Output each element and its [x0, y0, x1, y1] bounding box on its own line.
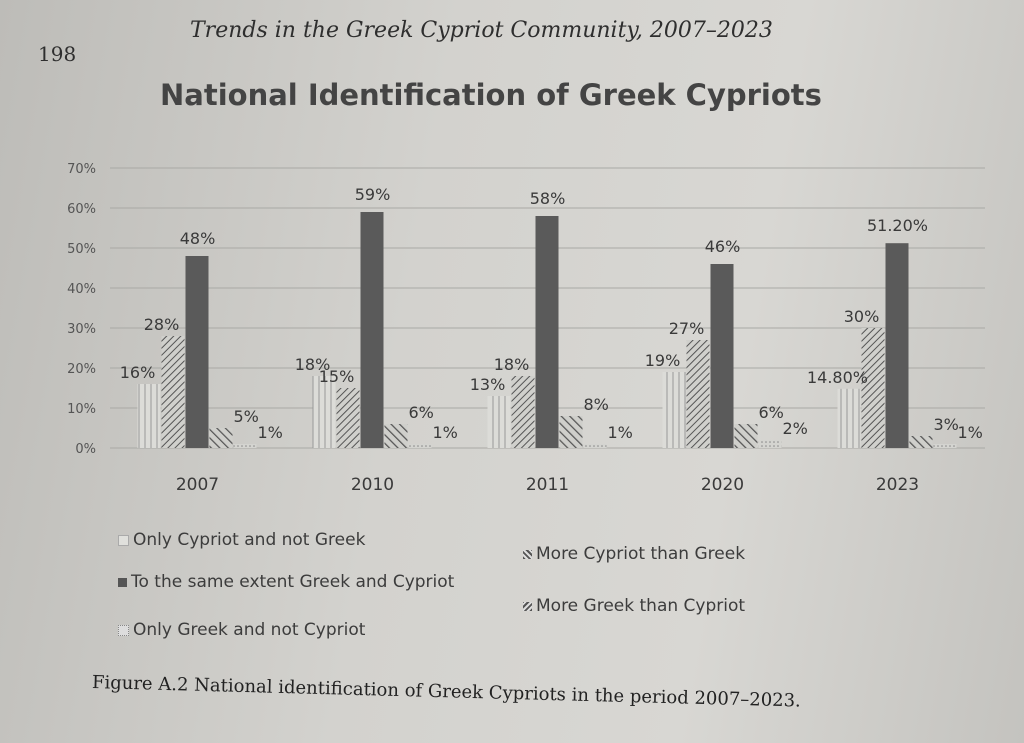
data-label: 1%: [608, 423, 633, 442]
data-label: 13%: [470, 375, 506, 394]
data-label: 48%: [180, 229, 216, 248]
x-tick-label: 2011: [526, 475, 569, 495]
data-label: 6%: [409, 403, 434, 422]
bar-solid-dark: [710, 264, 734, 448]
data-label: 3%: [934, 415, 959, 434]
bar-wide-hatch: [559, 416, 583, 448]
data-label: 18%: [494, 355, 530, 374]
legend-swatch: [118, 624, 129, 636]
data-label: 8%: [584, 395, 609, 414]
running-header: Trends in the Greek Cypriot Community, 2…: [190, 18, 773, 43]
legend-label: Only Cypriot and not Greek: [133, 530, 366, 550]
y-tick-label: 30%: [67, 322, 96, 337]
bar-diagonal-hatch: [161, 336, 185, 448]
y-tick-label: 50%: [67, 242, 96, 257]
legend-item: Only Cypriot and not Greek: [118, 530, 365, 550]
y-tick-label: 60%: [67, 202, 96, 217]
bar-diagonal-hatch: [336, 388, 360, 448]
bar-light-dots: [758, 440, 782, 448]
bar-light-dots: [408, 444, 432, 448]
bar-wide-hatch: [734, 424, 758, 448]
bar-wide-hatch: [209, 428, 233, 448]
legend-label: To the same extent Greek and Cypriot: [131, 572, 455, 592]
data-label: 14.80%: [807, 368, 868, 387]
y-tick-label: 10%: [67, 402, 96, 417]
bar-diagonal-hatch: [511, 376, 535, 448]
data-label: 18%: [295, 355, 331, 374]
y-tick-label: 20%: [67, 362, 96, 377]
bar-wide-hatch: [909, 436, 933, 448]
bar-solid-dark: [360, 212, 384, 448]
legend-label: More Greek than Cypriot: [536, 596, 746, 616]
legend-swatch: [118, 577, 127, 587]
data-label: 28%: [144, 315, 180, 334]
data-label: 2%: [783, 419, 808, 438]
legend-item: More Cypriot than Greek: [523, 544, 745, 564]
bar-vertical-lines: [837, 388, 861, 448]
bar-diagonal-hatch: [686, 340, 710, 448]
data-label: 27%: [669, 319, 705, 338]
bar-wide-hatch: [384, 424, 408, 448]
x-tick-label: 2010: [351, 475, 394, 495]
bar-solid-dark: [185, 256, 209, 448]
data-label: 15%: [319, 367, 355, 386]
bar-light-dots: [583, 444, 607, 448]
y-tick-label: 40%: [67, 282, 96, 297]
page-number: 198: [38, 42, 77, 66]
y-tick-label: 70%: [67, 162, 96, 177]
bar-light-dots: [233, 444, 257, 448]
bar-vertical-lines: [137, 384, 161, 448]
bar-vertical-lines: [662, 372, 686, 448]
data-label: 6%: [759, 403, 784, 422]
data-label: 1%: [433, 423, 458, 442]
legend-label: More Cypriot than Greek: [536, 544, 746, 564]
data-label: 16%: [120, 363, 156, 382]
legend-item: To the same extent Greek and Cypriot: [118, 572, 454, 592]
data-label: 51.20%: [867, 216, 928, 235]
bar-solid-dark: [535, 216, 559, 448]
data-label: 1%: [258, 423, 283, 442]
chart-title: National Identification of Greek Cypriot…: [160, 78, 822, 112]
x-tick-label: 2007: [176, 475, 219, 495]
x-tick-label: 2020: [701, 475, 744, 495]
data-label: 19%: [645, 351, 681, 370]
y-tick-label: 0%: [75, 442, 96, 457]
data-label: 1%: [958, 423, 983, 442]
data-label: 58%: [530, 189, 566, 208]
x-tick-label: 2023: [876, 475, 919, 495]
data-label: 30%: [844, 307, 880, 326]
bar-diagonal-hatch: [861, 328, 885, 448]
legend-item: More Greek than Cypriot: [523, 596, 745, 616]
data-label: 46%: [705, 237, 741, 256]
legend-item: Only Greek and not Cypriot: [118, 620, 365, 640]
bar-solid-dark: [885, 243, 909, 448]
legend-swatch: [523, 601, 532, 611]
legend-swatch: [523, 549, 532, 559]
legend-swatch: [118, 534, 129, 546]
data-label: 59%: [355, 185, 391, 204]
bar-vertical-lines: [312, 376, 336, 448]
bar-vertical-lines: [487, 396, 511, 448]
bar-light-dots: [933, 444, 957, 448]
data-label: 5%: [234, 407, 259, 426]
legend-label: Only Greek and not Cypriot: [133, 620, 366, 640]
